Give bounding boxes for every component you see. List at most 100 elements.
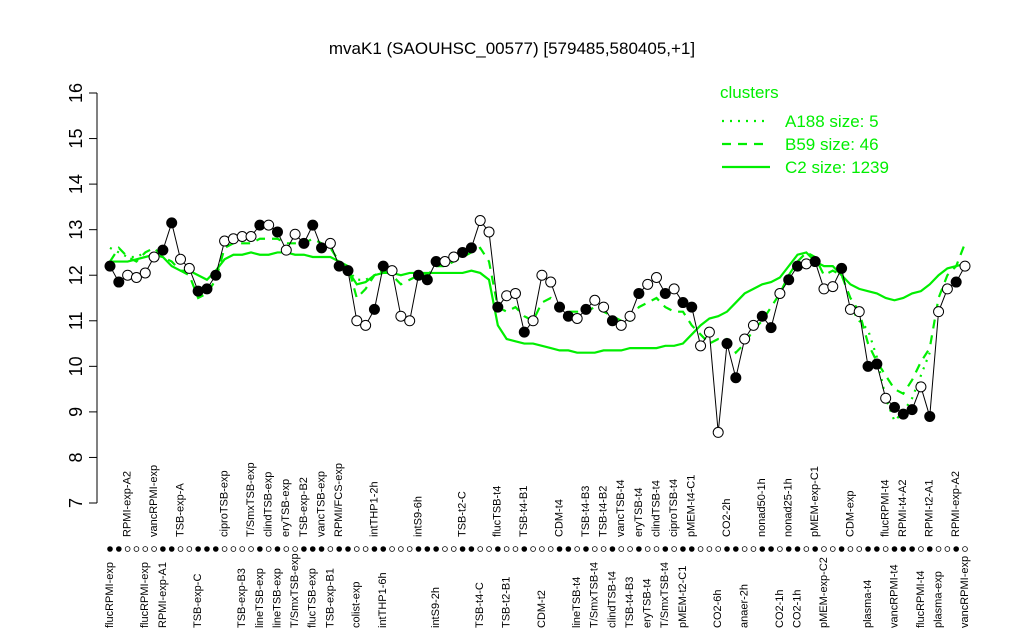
- legend-label: B59 size: 46: [785, 135, 879, 154]
- y-tick-label: 16: [66, 83, 86, 103]
- x-tick-label: RPMI-t2-A1: [924, 480, 936, 537]
- strip-dot: [345, 546, 351, 552]
- strip-dot: [794, 546, 801, 552]
- strip-dot: [257, 546, 263, 552]
- x-tick-label: lineTSB-t4: [571, 577, 583, 628]
- strip-dot: [406, 546, 413, 552]
- strip-dot: [239, 546, 246, 552]
- strip-dot: [398, 546, 404, 552]
- point: [175, 253, 187, 265]
- y-tick-label: 15: [66, 129, 86, 149]
- point: [307, 219, 319, 231]
- strip-dot: [442, 546, 448, 552]
- y-tick-label: 9: [66, 407, 86, 417]
- point: [527, 315, 539, 327]
- point: [545, 276, 557, 288]
- point: [809, 256, 821, 268]
- strip-dot: [759, 546, 766, 552]
- strip-dot: [486, 546, 492, 552]
- cluster-line: [109, 246, 146, 259]
- strip-dot: [450, 546, 457, 552]
- point: [650, 272, 662, 283]
- x-tick-label: colist-exp: [351, 582, 363, 628]
- strip-dot: [283, 546, 290, 552]
- strip-dot: [847, 546, 854, 552]
- strip-dot: [618, 546, 625, 552]
- point: [183, 262, 195, 274]
- point: [959, 260, 971, 272]
- point: [474, 215, 486, 227]
- point: [871, 358, 883, 370]
- point: [201, 283, 213, 295]
- point: [730, 372, 742, 384]
- x-tick-label: TSB-t4-B3: [580, 486, 592, 537]
- point: [774, 287, 786, 299]
- point: [739, 333, 751, 345]
- x-tick-label: lineTSB-exp: [271, 568, 283, 628]
- x-tick-label: clindTSB-t4: [650, 480, 662, 537]
- x-tick-label: clindTSB-exp: [263, 472, 275, 537]
- x-tick-label: ciproTSB-exp: [218, 470, 230, 537]
- point: [360, 319, 372, 331]
- strip-dot: [204, 546, 210, 552]
- point: [113, 276, 125, 288]
- point: [571, 313, 583, 324]
- y-tick-label: 11: [66, 311, 86, 330]
- strip-dot: [962, 546, 968, 552]
- strip-dot: [503, 546, 510, 552]
- point: [457, 246, 469, 258]
- x-tick-label: RPMI-t4-A2: [897, 480, 909, 537]
- strip-dot: [909, 546, 915, 552]
- point: [853, 306, 865, 318]
- point: [333, 260, 345, 272]
- strip-dot: [168, 546, 175, 552]
- strip-dot: [953, 546, 959, 552]
- x-tick-label: intS9-2h: [430, 587, 442, 628]
- strip-dot: [477, 546, 484, 552]
- strip-dot: [495, 546, 501, 552]
- point: [915, 381, 927, 393]
- point: [668, 283, 680, 295]
- point: [280, 244, 292, 256]
- point: [245, 231, 257, 242]
- point: [633, 287, 645, 299]
- y-tick-label: 7: [66, 498, 86, 508]
- strip-dot: [354, 546, 360, 552]
- strip-dot: [292, 546, 298, 552]
- point: [316, 242, 328, 254]
- point: [324, 237, 336, 249]
- strip-dot: [389, 546, 395, 552]
- point: [492, 301, 504, 313]
- x-tick-label: CO2-6h: [712, 589, 724, 628]
- strip-dot: [821, 546, 827, 552]
- strip-dot: [697, 546, 704, 552]
- point: [404, 315, 416, 327]
- x-tick-label: ciproTSB-t4: [668, 479, 680, 537]
- strip-dot: [900, 546, 907, 552]
- strip-dot: [195, 546, 201, 552]
- x-tick-label: pMEM-exp-C2: [818, 557, 830, 628]
- strip-dot: [724, 546, 730, 552]
- x-tick-label: RPMI/FCS-exp: [333, 463, 345, 537]
- strip-dot: [274, 546, 281, 552]
- strip-dot: [160, 546, 166, 552]
- point: [880, 392, 892, 404]
- x-tick-label: eryTSB-t4: [633, 487, 645, 537]
- strip-dot: [468, 546, 475, 552]
- x-tick-label: pMEM-exp-C1: [809, 466, 821, 537]
- strip-dot: [248, 546, 254, 552]
- point: [906, 404, 918, 416]
- x-tick-label: flucRPMI-t4: [880, 480, 892, 537]
- point: [765, 322, 777, 334]
- strip-dot: [856, 546, 863, 552]
- strip-dot: [706, 546, 713, 552]
- strip-dot: [362, 546, 369, 552]
- point: [712, 426, 724, 438]
- strip-dot: [327, 546, 334, 552]
- x-tick-label: pMEM-t2-C1: [677, 566, 689, 628]
- strip-dot: [768, 546, 774, 552]
- point: [888, 401, 900, 413]
- point: [580, 303, 592, 315]
- strip-dot: [865, 546, 871, 552]
